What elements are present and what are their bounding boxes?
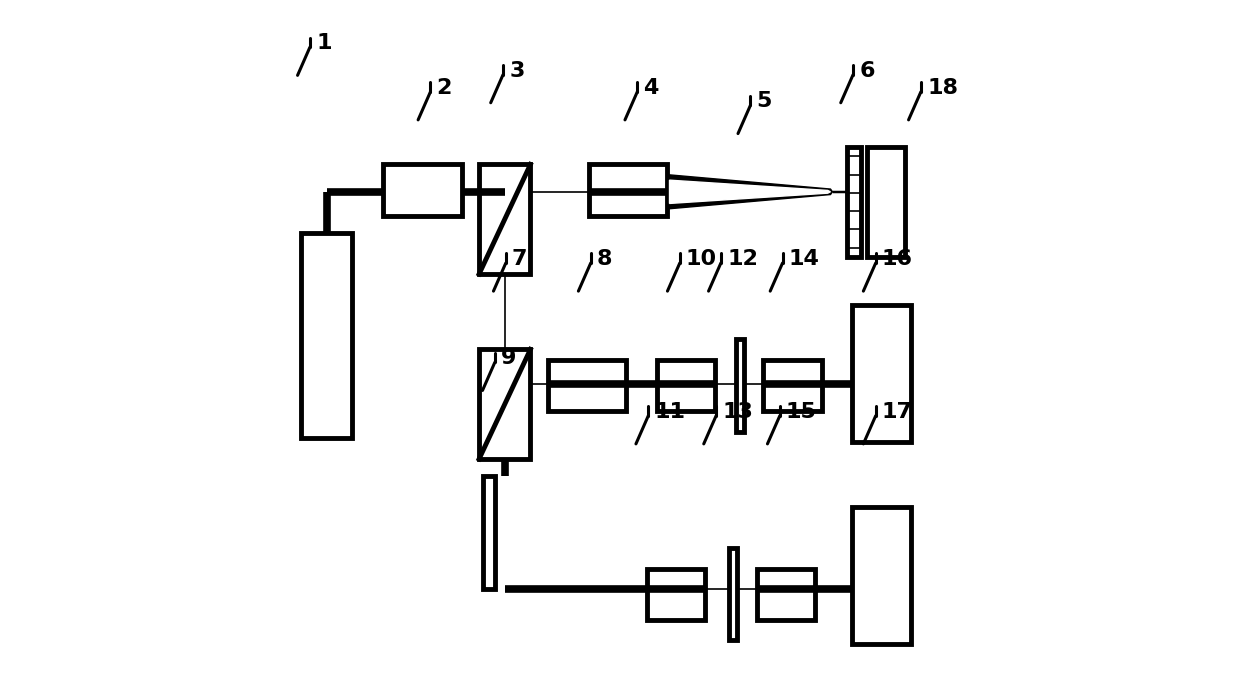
Bar (867, 147, 906, 257)
Bar (482, 476, 494, 589)
Text: 14: 14 (789, 249, 819, 269)
Bar (852, 305, 911, 442)
Bar (657, 360, 715, 411)
Bar (479, 164, 530, 274)
Bar (548, 360, 627, 411)
Bar (301, 233, 352, 438)
Text: 6: 6 (860, 60, 875, 81)
Text: 3: 3 (509, 60, 524, 81)
Text: 18: 18 (927, 77, 958, 98)
Bar (757, 569, 815, 620)
Bar (383, 164, 462, 216)
Text: 7: 7 (512, 249, 528, 269)
Polygon shape (668, 175, 833, 209)
Text: 2: 2 (436, 77, 452, 98)
Bar (647, 569, 705, 620)
Text: 8: 8 (597, 249, 612, 269)
Text: 13: 13 (722, 401, 753, 422)
Bar (729, 548, 737, 640)
Text: 11: 11 (654, 401, 685, 422)
Text: 9: 9 (501, 348, 517, 369)
Bar (847, 147, 861, 257)
Bar (763, 360, 821, 411)
Bar (736, 339, 745, 432)
Bar (479, 349, 530, 459)
Text: 12: 12 (727, 249, 758, 269)
Text: 1: 1 (316, 33, 332, 53)
Text: 5: 5 (757, 91, 772, 112)
Text: 10: 10 (686, 249, 717, 269)
Text: 16: 16 (882, 249, 913, 269)
Text: 17: 17 (882, 401, 913, 422)
Text: 15: 15 (786, 401, 817, 422)
Bar (589, 164, 668, 216)
Polygon shape (669, 180, 830, 203)
Bar (852, 507, 911, 644)
Text: 4: 4 (643, 77, 659, 98)
